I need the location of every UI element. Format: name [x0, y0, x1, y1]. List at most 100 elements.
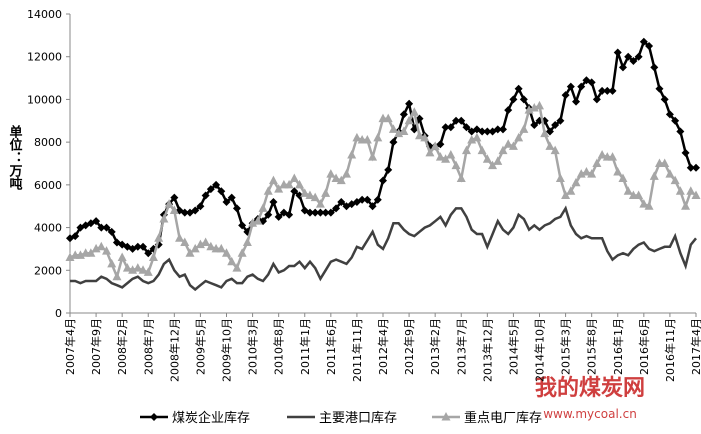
- point: [461, 145, 471, 155]
- point: [592, 95, 601, 104]
- point: [645, 42, 654, 51]
- point: [561, 91, 570, 100]
- point: [477, 145, 487, 155]
- point: [117, 252, 127, 261]
- point: [665, 110, 674, 119]
- y-axis-label: 单位：万吨: [7, 124, 24, 191]
- point: [75, 250, 85, 259]
- point: [201, 191, 210, 200]
- point: [107, 227, 116, 236]
- x-tick-label: 2007年4月: [63, 318, 77, 375]
- point: [170, 193, 179, 202]
- point: [587, 169, 597, 178]
- series-line: [70, 205, 697, 292]
- point: [379, 176, 387, 185]
- point: [556, 116, 565, 125]
- x-tick-label: 2008年7月: [141, 318, 155, 375]
- point: [358, 195, 367, 204]
- y-tick-label: 10000: [27, 93, 62, 106]
- point: [514, 84, 523, 93]
- point: [201, 237, 211, 247]
- point: [660, 95, 669, 104]
- point: [92, 217, 101, 226]
- x-tick-label: 2007年9月: [89, 318, 103, 375]
- point: [368, 202, 377, 211]
- point: [691, 190, 701, 200]
- x-tick-label: 2008年12月: [167, 318, 181, 382]
- point: [295, 179, 305, 189]
- point: [608, 152, 618, 161]
- point: [551, 121, 560, 130]
- point: [216, 243, 226, 253]
- legend-marker: [150, 413, 158, 421]
- point: [321, 208, 330, 217]
- point: [597, 149, 607, 159]
- point: [608, 86, 617, 95]
- point: [368, 152, 378, 161]
- point: [289, 173, 299, 182]
- point: [86, 248, 96, 257]
- point: [529, 102, 539, 112]
- x-tick-label: 2008年2月: [115, 318, 129, 375]
- y-tick-label: 0: [55, 307, 62, 320]
- point: [122, 263, 132, 272]
- point: [341, 169, 351, 178]
- point: [410, 125, 419, 134]
- series-line: [69, 104, 697, 281]
- legend-label: 主要港口库存: [319, 410, 397, 426]
- point: [91, 243, 101, 253]
- point: [65, 252, 75, 261]
- point: [493, 156, 503, 165]
- point: [258, 203, 268, 212]
- point: [603, 86, 612, 95]
- point: [587, 78, 596, 87]
- point: [217, 187, 226, 196]
- point: [112, 271, 122, 281]
- point: [389, 138, 398, 147]
- point: [384, 165, 393, 174]
- point: [185, 248, 195, 257]
- point: [566, 186, 576, 195]
- x-tick-label: 2012年9月: [402, 318, 416, 375]
- x-tick-label: 2011年6月: [324, 318, 338, 375]
- point: [212, 180, 221, 189]
- point: [144, 249, 153, 258]
- point: [195, 239, 205, 249]
- point: [415, 130, 425, 140]
- watermark-title: 我的煤炭网: [535, 375, 645, 401]
- point: [649, 171, 659, 180]
- point: [362, 135, 372, 144]
- point: [462, 123, 471, 132]
- point: [446, 149, 456, 159]
- point: [639, 199, 649, 208]
- x-tick-label: 2014年5月: [506, 318, 520, 375]
- x-tick-label: 2017年4月: [689, 318, 701, 375]
- point: [295, 191, 304, 200]
- point: [452, 116, 461, 125]
- point: [352, 132, 362, 142]
- y-tick-label: 12000: [27, 51, 62, 64]
- point: [404, 115, 414, 125]
- y-tick-label: 6000: [34, 179, 62, 192]
- point: [566, 82, 575, 91]
- point: [332, 204, 341, 213]
- point: [232, 263, 242, 272]
- point: [311, 208, 320, 217]
- point: [535, 100, 544, 110]
- y-tick-label: 4000: [34, 222, 62, 235]
- point: [650, 63, 659, 72]
- point: [561, 190, 571, 200]
- point: [164, 199, 174, 208]
- point: [467, 127, 476, 136]
- point: [670, 175, 680, 185]
- x-tick-label: 2010年8月: [272, 318, 286, 375]
- point: [598, 86, 607, 95]
- point: [409, 107, 419, 116]
- point: [618, 173, 628, 182]
- point: [508, 141, 518, 150]
- point: [519, 95, 528, 104]
- point: [138, 265, 148, 274]
- point: [472, 132, 482, 142]
- point: [96, 241, 106, 251]
- point: [143, 267, 153, 276]
